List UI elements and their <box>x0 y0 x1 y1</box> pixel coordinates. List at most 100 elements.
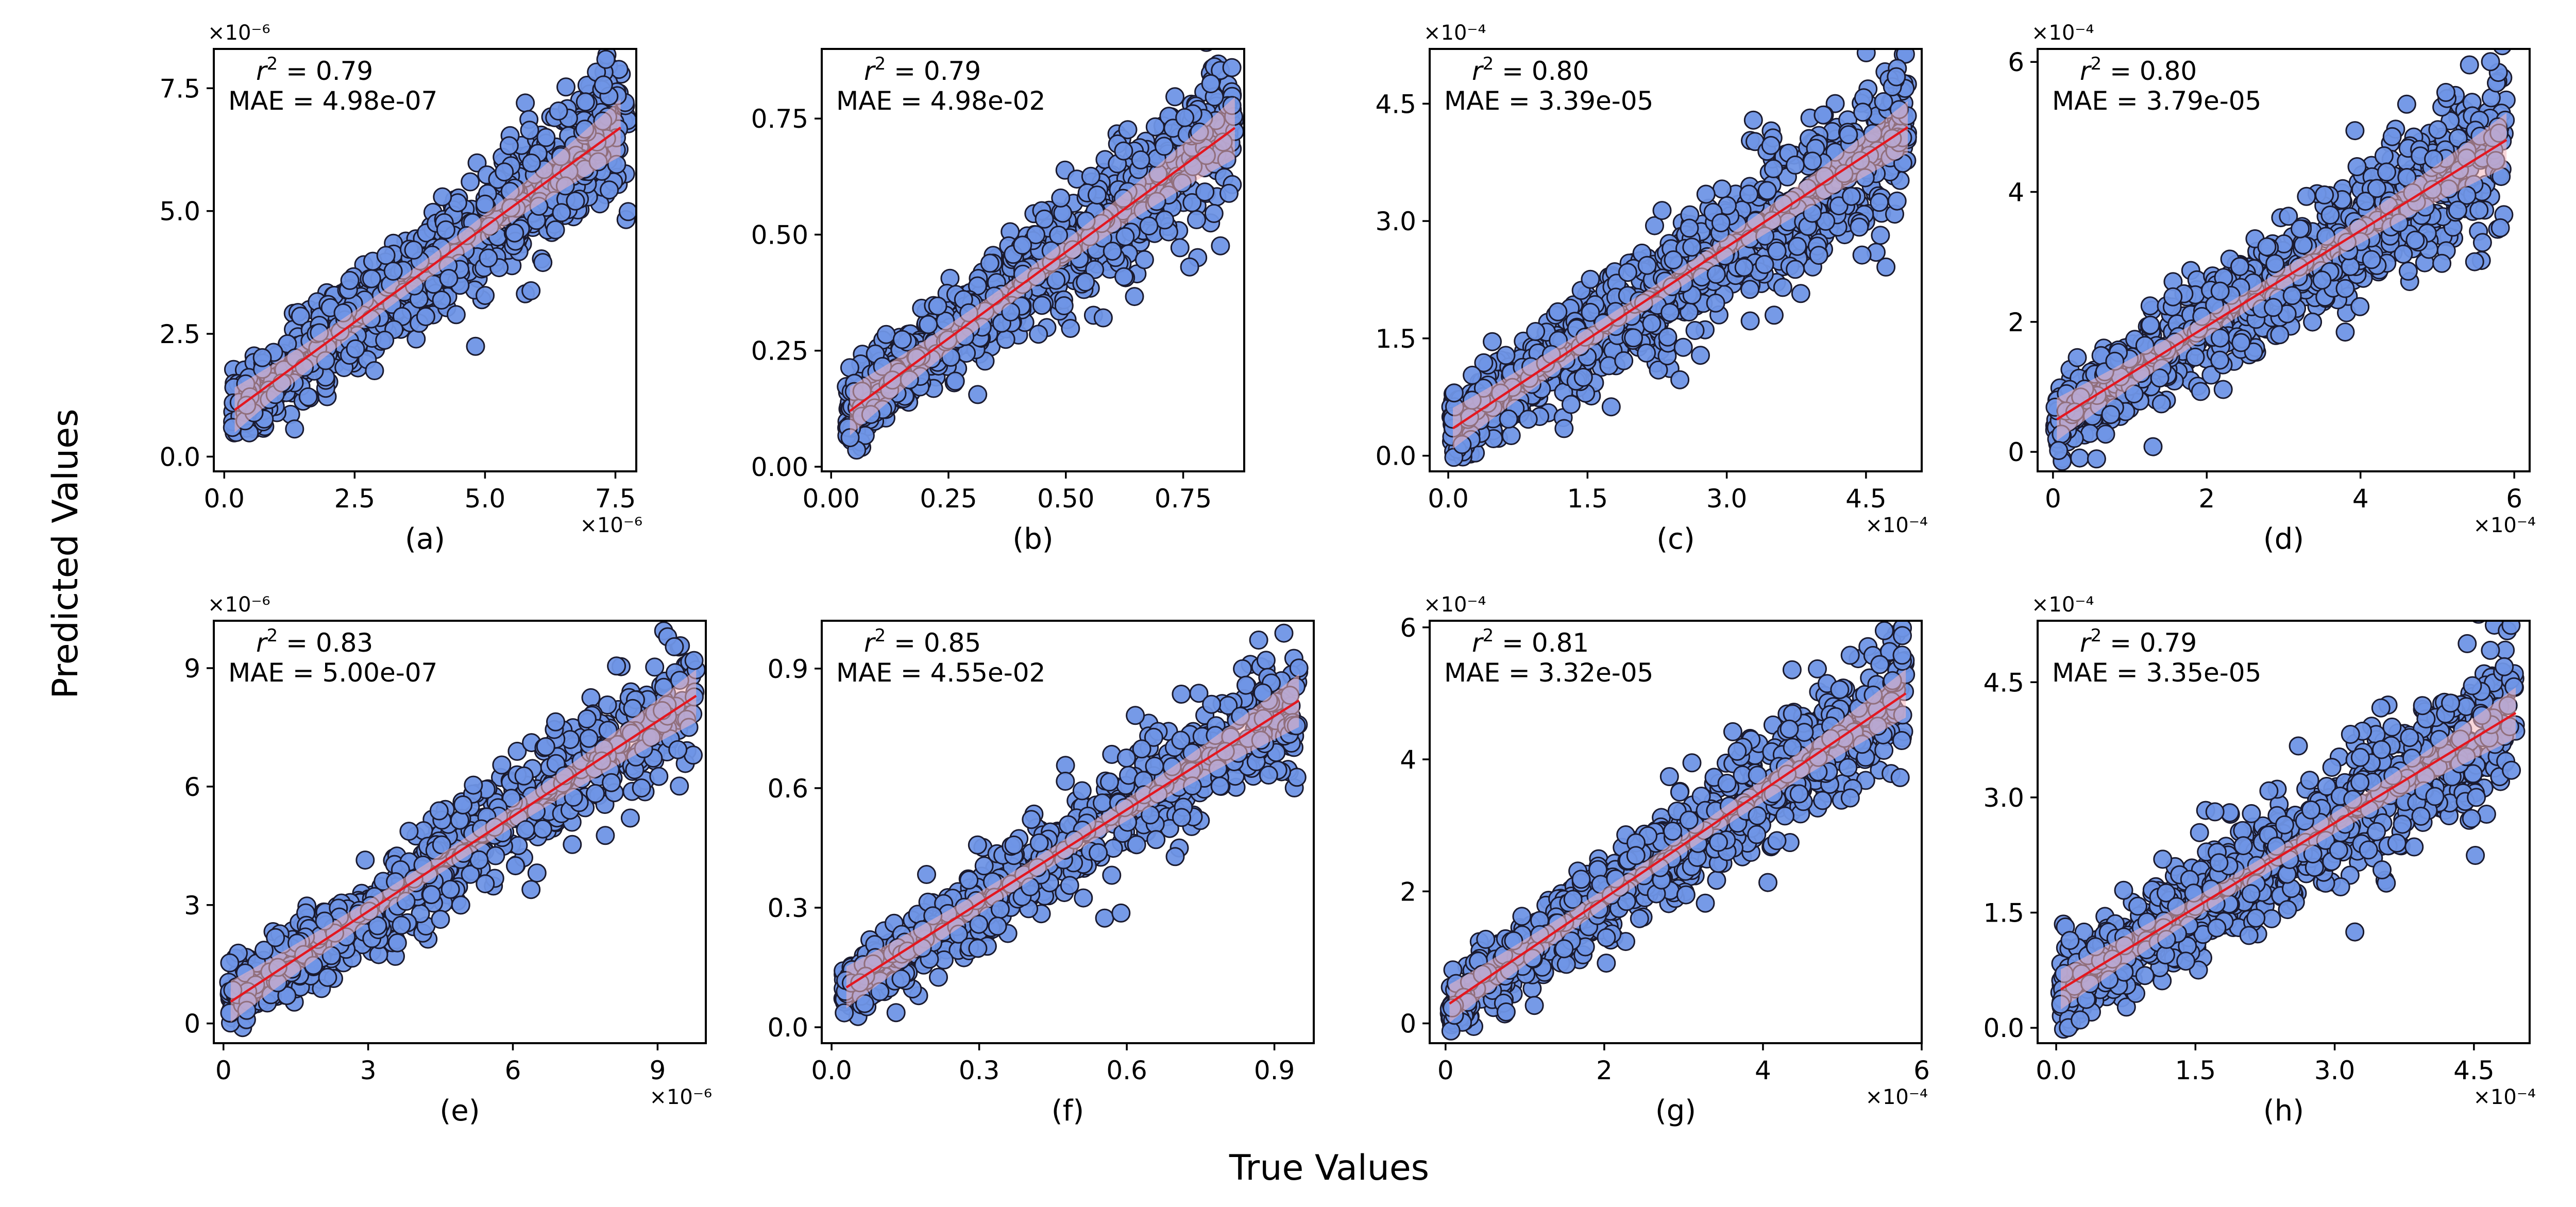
data-point <box>533 819 552 839</box>
data-point <box>440 879 460 899</box>
y-offset-multiplier: ×10⁻⁴ <box>2031 21 2094 45</box>
x-tick-label: 5.0 <box>465 484 506 514</box>
data-point <box>2143 437 2163 456</box>
data-point <box>2355 192 2375 211</box>
axes-frame <box>213 48 637 472</box>
panel-a-regression <box>234 99 621 433</box>
data-point <box>2264 298 2283 317</box>
data-point <box>1874 92 1893 111</box>
mae-annotation: MAE = 5.00e-07 <box>228 658 437 688</box>
data-point <box>2362 250 2381 269</box>
data-point <box>1581 269 1600 289</box>
mae-annotation: MAE = 4.98e-07 <box>228 86 437 116</box>
y-offset-multiplier: ×10⁻⁶ <box>208 21 270 45</box>
data-point <box>1029 325 1048 344</box>
data-point <box>1114 141 1133 161</box>
x-tick-label: 6 <box>505 1056 521 1085</box>
r2-annotation: r2 = 0.83 <box>256 625 373 658</box>
data-point <box>2367 179 2386 198</box>
data-point <box>546 220 565 240</box>
data-point <box>1088 185 1107 205</box>
data-point <box>1581 302 1600 322</box>
data-point <box>469 850 489 870</box>
y-tick-label: 2.5 <box>159 319 200 349</box>
data-point <box>492 755 512 775</box>
confidence-band <box>234 99 621 433</box>
regression-line <box>234 126 621 411</box>
r2-value: 0.79 <box>924 56 981 86</box>
data-point <box>507 741 527 761</box>
data-point <box>220 953 240 973</box>
data-point <box>2210 328 2230 348</box>
data-point <box>1051 188 1071 208</box>
data-point <box>684 651 704 670</box>
mae-annotation: MAE = 4.98e-02 <box>836 86 1045 116</box>
data-point <box>2049 441 2069 460</box>
r2-annotation: r2 = 0.79 <box>864 54 981 86</box>
y-tick-label: 1.5 <box>1375 324 1416 354</box>
data-point <box>566 191 585 211</box>
y-tick-label: 3.0 <box>1375 207 1416 236</box>
data-point <box>1685 321 1705 340</box>
r2-equals: = <box>1494 56 1532 86</box>
data-point <box>596 826 615 845</box>
data-point <box>876 325 896 344</box>
data-point <box>2210 281 2230 301</box>
data-point <box>2382 127 2402 146</box>
data-point <box>2101 405 2121 424</box>
data-point <box>2347 157 2367 176</box>
data-point <box>1155 210 1175 230</box>
y-tick-label: 4 <box>2008 178 2024 208</box>
data-point <box>2345 121 2365 141</box>
r2-equals: = <box>886 56 924 86</box>
data-point <box>618 202 636 222</box>
data-point <box>1803 151 1822 171</box>
data-point <box>2377 162 2396 182</box>
data-point <box>2405 230 2425 250</box>
data-point <box>1691 346 1710 365</box>
data-point <box>1871 226 1890 245</box>
panel-label: (d) <box>2263 522 2304 556</box>
data-point <box>1761 135 1781 155</box>
data-point <box>1180 257 1199 277</box>
x-tick-label: 0.75 <box>1155 484 1212 514</box>
data-point <box>996 330 1015 349</box>
data-point <box>450 810 469 830</box>
data-point <box>1739 184 1759 204</box>
r2-exponent: 2 <box>267 625 278 646</box>
data-point <box>917 865 936 884</box>
r2-annotation: r2 = 0.80 <box>2080 54 2197 86</box>
data-point <box>1233 659 1252 678</box>
data-point <box>556 77 575 97</box>
data-point <box>1658 327 1677 347</box>
data-point <box>598 695 617 715</box>
data-point <box>2303 312 2323 332</box>
data-point <box>1204 203 1224 223</box>
data-point <box>1187 210 1206 229</box>
data-point <box>1895 49 1915 64</box>
r2-symbol: r <box>864 56 876 86</box>
data-point <box>596 49 616 69</box>
data-point <box>575 92 595 112</box>
x-tick-label: 3 <box>360 1056 377 1085</box>
data-point <box>1642 314 1662 333</box>
regression-line <box>1452 126 1909 430</box>
data-point <box>1773 278 1792 297</box>
data-point <box>365 361 384 380</box>
y-tick-label: 4.5 <box>1375 89 1416 119</box>
data-point <box>602 773 621 792</box>
data-point <box>429 801 449 821</box>
data-point <box>2428 120 2448 140</box>
data-point <box>383 261 403 281</box>
y-tick-label: 5.0 <box>159 197 200 227</box>
data-point <box>1839 125 1858 144</box>
y-tick-label: 9 <box>184 654 200 684</box>
data-point <box>404 240 423 260</box>
data-point <box>2257 237 2277 257</box>
data-point <box>433 187 452 207</box>
data-point <box>968 385 988 404</box>
data-point <box>2096 424 2115 444</box>
data-point <box>2490 218 2510 237</box>
